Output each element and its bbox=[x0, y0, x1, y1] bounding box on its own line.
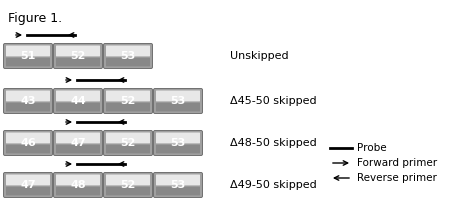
FancyBboxPatch shape bbox=[6, 103, 50, 111]
Text: Figure 1.: Figure 1. bbox=[8, 12, 62, 25]
FancyBboxPatch shape bbox=[3, 88, 53, 114]
FancyBboxPatch shape bbox=[106, 132, 150, 143]
Text: 48: 48 bbox=[70, 180, 86, 190]
FancyBboxPatch shape bbox=[54, 88, 102, 114]
FancyBboxPatch shape bbox=[154, 173, 202, 197]
Text: 52: 52 bbox=[120, 96, 136, 106]
Text: 44: 44 bbox=[70, 96, 86, 106]
Text: 43: 43 bbox=[20, 96, 36, 106]
Text: Probe: Probe bbox=[357, 143, 387, 153]
FancyBboxPatch shape bbox=[56, 103, 100, 111]
FancyBboxPatch shape bbox=[154, 88, 202, 114]
FancyBboxPatch shape bbox=[156, 91, 200, 101]
Text: Δ45-50 skipped: Δ45-50 skipped bbox=[230, 96, 317, 106]
FancyBboxPatch shape bbox=[103, 173, 153, 197]
Text: 52: 52 bbox=[120, 138, 136, 148]
FancyBboxPatch shape bbox=[56, 174, 100, 185]
FancyBboxPatch shape bbox=[103, 88, 153, 114]
FancyBboxPatch shape bbox=[54, 131, 102, 155]
FancyBboxPatch shape bbox=[56, 58, 100, 66]
FancyBboxPatch shape bbox=[6, 91, 50, 101]
FancyBboxPatch shape bbox=[103, 131, 153, 155]
FancyBboxPatch shape bbox=[106, 174, 150, 185]
Text: 46: 46 bbox=[20, 138, 36, 148]
FancyBboxPatch shape bbox=[54, 43, 102, 69]
Text: 53: 53 bbox=[120, 51, 136, 61]
FancyBboxPatch shape bbox=[106, 187, 150, 195]
FancyBboxPatch shape bbox=[106, 91, 150, 101]
FancyBboxPatch shape bbox=[3, 43, 53, 69]
Text: 52: 52 bbox=[120, 180, 136, 190]
Text: 51: 51 bbox=[20, 51, 36, 61]
Text: Δ48-50 skipped: Δ48-50 skipped bbox=[230, 138, 317, 148]
FancyBboxPatch shape bbox=[156, 132, 200, 143]
FancyBboxPatch shape bbox=[6, 145, 50, 153]
FancyBboxPatch shape bbox=[56, 145, 100, 153]
Text: 53: 53 bbox=[170, 96, 186, 106]
FancyBboxPatch shape bbox=[106, 103, 150, 111]
FancyBboxPatch shape bbox=[56, 132, 100, 143]
FancyBboxPatch shape bbox=[154, 131, 202, 155]
FancyBboxPatch shape bbox=[6, 46, 50, 56]
FancyBboxPatch shape bbox=[3, 173, 53, 197]
FancyBboxPatch shape bbox=[156, 174, 200, 185]
FancyBboxPatch shape bbox=[156, 187, 200, 195]
FancyBboxPatch shape bbox=[6, 132, 50, 143]
Text: 53: 53 bbox=[170, 180, 186, 190]
FancyBboxPatch shape bbox=[156, 145, 200, 153]
Text: Δ49-50 skipped: Δ49-50 skipped bbox=[230, 180, 317, 190]
FancyBboxPatch shape bbox=[3, 131, 53, 155]
FancyBboxPatch shape bbox=[106, 145, 150, 153]
Text: 53: 53 bbox=[170, 138, 186, 148]
FancyBboxPatch shape bbox=[106, 58, 150, 66]
FancyBboxPatch shape bbox=[56, 187, 100, 195]
FancyBboxPatch shape bbox=[6, 58, 50, 66]
FancyBboxPatch shape bbox=[56, 91, 100, 101]
FancyBboxPatch shape bbox=[106, 46, 150, 56]
FancyBboxPatch shape bbox=[6, 174, 50, 185]
Text: 47: 47 bbox=[20, 180, 36, 190]
Text: Unskipped: Unskipped bbox=[230, 51, 289, 61]
FancyBboxPatch shape bbox=[54, 173, 102, 197]
FancyBboxPatch shape bbox=[56, 46, 100, 56]
FancyBboxPatch shape bbox=[6, 187, 50, 195]
FancyBboxPatch shape bbox=[156, 103, 200, 111]
Text: 52: 52 bbox=[70, 51, 86, 61]
Text: 47: 47 bbox=[70, 138, 86, 148]
FancyBboxPatch shape bbox=[103, 43, 153, 69]
Text: Reverse primer: Reverse primer bbox=[357, 173, 437, 183]
Text: Forward primer: Forward primer bbox=[357, 158, 437, 168]
